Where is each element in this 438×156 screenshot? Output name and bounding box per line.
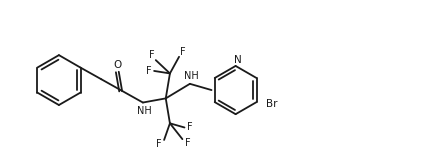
Text: N: N [234, 55, 242, 65]
Text: F: F [180, 47, 185, 57]
Text: F: F [156, 139, 162, 149]
Text: F: F [146, 66, 152, 76]
Text: NH: NH [137, 106, 152, 116]
Text: F: F [184, 138, 190, 148]
Text: NH: NH [184, 71, 198, 81]
Text: O: O [113, 60, 121, 70]
Text: F: F [187, 122, 192, 132]
Text: F: F [149, 50, 155, 60]
Text: Br: Br [266, 99, 277, 109]
